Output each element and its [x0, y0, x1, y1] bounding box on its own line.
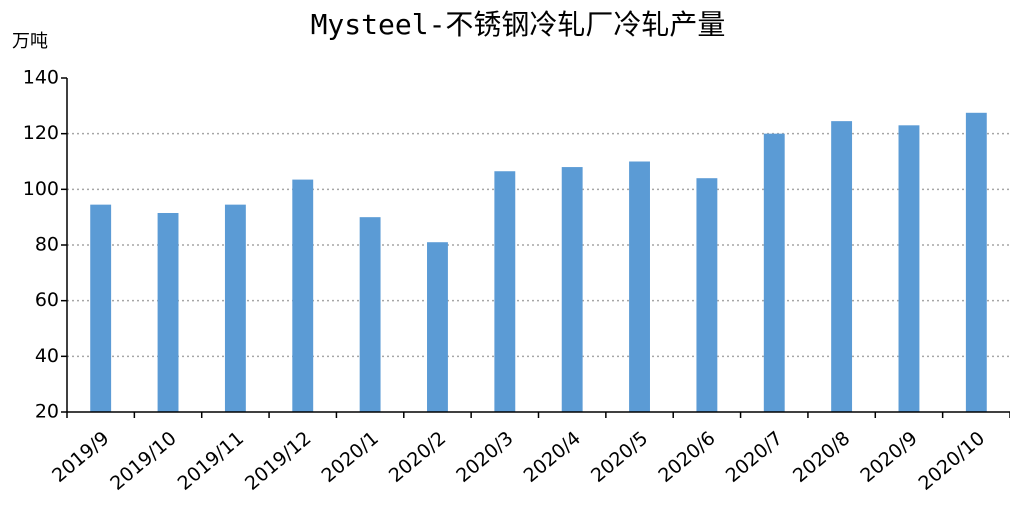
- x-tick-label: 2020/4: [520, 427, 585, 487]
- x-tick-label: 2019/12: [241, 427, 316, 495]
- x-tick-label: 2020/7: [722, 427, 787, 487]
- bar: [898, 125, 920, 413]
- x-tick-label: 2019/11: [174, 427, 249, 495]
- x-tick-label: 2020/8: [789, 427, 854, 487]
- bar: [359, 217, 381, 412]
- bar: [157, 212, 179, 412]
- bar: [831, 121, 853, 413]
- bar: [292, 179, 314, 412]
- y-tick-label: 20: [35, 401, 59, 423]
- bar: [494, 171, 516, 412]
- y-tick-label: 60: [35, 289, 59, 311]
- bar: [90, 204, 112, 412]
- chart-title: Mysteel-不锈钢冷轧厂冷轧产量: [311, 8, 726, 41]
- bar: [965, 112, 987, 413]
- bar: [561, 167, 583, 412]
- x-tick-label: 2020/10: [914, 427, 989, 495]
- y-axis-label: 万吨: [12, 31, 48, 52]
- x-tick-label: 2020/3: [452, 427, 517, 487]
- x-tick-label: 2020/6: [654, 427, 719, 487]
- x-tick-label: 2019/9: [48, 427, 113, 487]
- y-tick-label: 140: [23, 67, 59, 89]
- y-tick-label: 120: [23, 122, 59, 144]
- x-tick-label: 2019/10: [106, 427, 181, 495]
- y-tick-label: 40: [35, 345, 59, 367]
- bar: [696, 178, 718, 412]
- x-tick-label: 2020/2: [385, 427, 450, 487]
- bar: [427, 242, 448, 412]
- x-tick-label: 2020/1: [318, 427, 383, 487]
- y-tick-label: 100: [23, 178, 59, 200]
- bar: [763, 133, 785, 412]
- bar: [629, 161, 650, 412]
- bar: [224, 204, 246, 412]
- x-tick-label: 2020/9: [856, 427, 921, 487]
- x-tick-label: 2020/5: [587, 427, 652, 487]
- y-tick-label: 80: [35, 234, 59, 256]
